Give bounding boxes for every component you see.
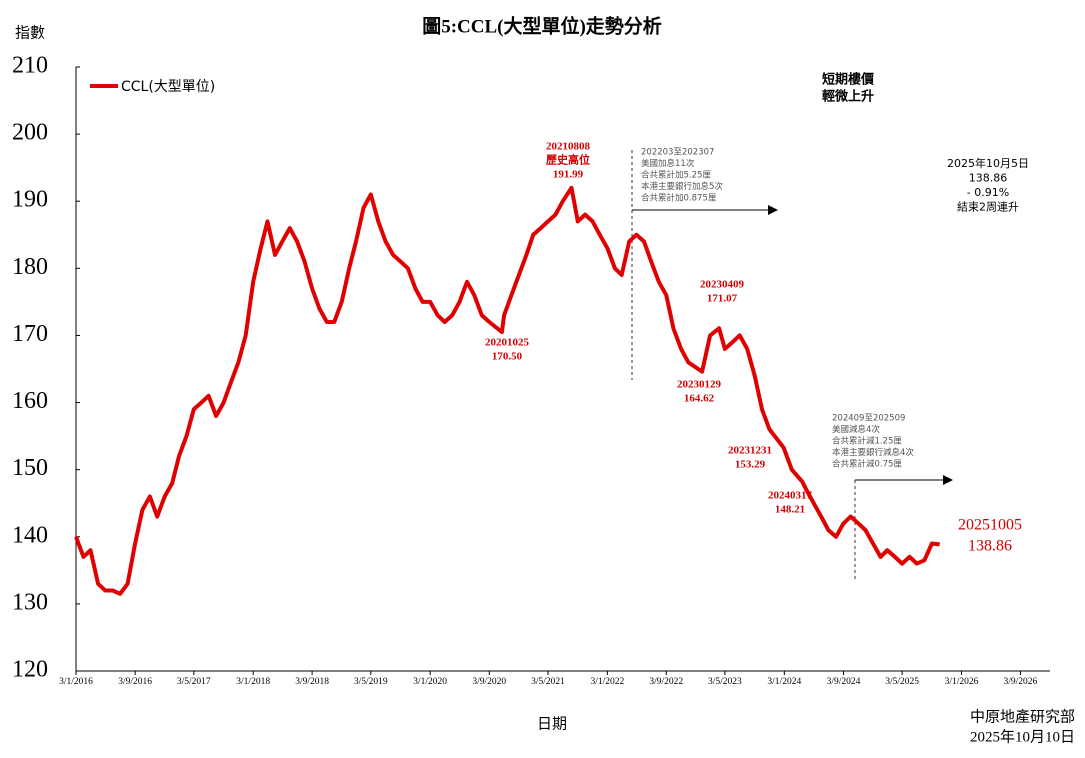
- x-tick-label: 3/9/2026: [1004, 677, 1038, 687]
- y-tick-label: 200: [12, 120, 48, 146]
- x-tick-label: 3/1/2016: [59, 677, 93, 687]
- y-tick-label: 120: [12, 657, 48, 683]
- annotation: 202409至202509: [832, 414, 905, 424]
- x-axis-label: 日期: [537, 715, 567, 733]
- annotation: - 0.91%: [967, 186, 1009, 199]
- annotation: 164.62: [684, 393, 715, 405]
- x-tick-label: 3/1/2018: [236, 677, 270, 687]
- annotation: 20201025: [485, 337, 530, 349]
- y-tick-label: 150: [12, 455, 48, 481]
- annotation: 本港主要銀行減息4次: [832, 447, 914, 458]
- x-tick-label: 3/9/2018: [295, 677, 329, 687]
- arrow-head: [943, 475, 953, 485]
- x-tick-label: 3/5/2021: [531, 677, 565, 687]
- x-tick-label: 3/1/2022: [590, 677, 624, 687]
- annotation: 合共累計減1.25厘: [832, 436, 902, 447]
- annotation: 美國加息11次: [641, 158, 695, 169]
- annotation: 20230409: [700, 279, 745, 291]
- annotation: 138.86: [969, 172, 1008, 185]
- annotation: 合共累計減0.75厘: [832, 459, 902, 470]
- annotation: 202203至202307: [641, 148, 714, 158]
- annotation: 148.21: [775, 504, 805, 516]
- annotation: 170.50: [492, 351, 523, 363]
- annotation: 短期樓價: [822, 72, 875, 88]
- annotation: 輕微上升: [822, 89, 874, 105]
- x-tick-label: 3/1/2024: [767, 677, 801, 687]
- source-date: 2025年10月10日: [970, 728, 1075, 745]
- x-tick-label: 3/9/2016: [118, 677, 152, 687]
- annotation: 20230129: [677, 379, 722, 391]
- legend-label: CCL(大型單位): [121, 79, 215, 95]
- chart-title: 圖5:CCL(大型單位)走勢分析: [422, 14, 662, 37]
- y-tick-label: 190: [12, 187, 48, 213]
- annotation: 20210808: [546, 141, 591, 153]
- annotation: 20251005: [958, 517, 1022, 534]
- series-line: [74, 185, 940, 596]
- annotation: 本港主要銀行加息5次: [641, 181, 723, 192]
- y-tick-label: 170: [12, 321, 48, 347]
- x-tick-label: 3/5/2025: [885, 677, 919, 687]
- annotation: 20240317: [768, 490, 813, 502]
- annotation: 美國減息4次: [832, 424, 880, 435]
- y-tick-label: 140: [12, 522, 48, 548]
- annotation: 153.29: [735, 459, 766, 471]
- annotation: 191.99: [553, 169, 584, 181]
- annotation: 合共累計加5.25厘: [641, 170, 711, 181]
- x-tick-label: 3/5/2019: [354, 677, 388, 687]
- annotation: 合共累計加0.875厘: [641, 193, 717, 204]
- annotation: 結束2周連升: [957, 200, 1019, 214]
- y-tick-label: 180: [12, 254, 48, 280]
- arrow-head: [768, 205, 778, 215]
- source: 中原地產研究部: [970, 708, 1075, 725]
- y-tick-label: 130: [12, 589, 48, 615]
- annotation: 歷史高位: [546, 153, 590, 167]
- x-tick-label: 3/9/2022: [649, 677, 683, 687]
- annotation: 138.86: [968, 538, 1012, 555]
- y-tick-label: 160: [12, 388, 48, 414]
- x-tick-label: 3/5/2023: [708, 677, 742, 687]
- annotation: 2025年10月5日: [947, 156, 1029, 170]
- y-axis-label: 指數: [15, 24, 45, 42]
- y-tick-label: 210: [12, 53, 48, 79]
- x-tick-label: 3/1/2020: [413, 677, 447, 687]
- annotation: 20231231: [728, 445, 772, 457]
- x-tick-label: 3/9/2024: [827, 677, 861, 687]
- x-tick-label: 3/9/2020: [472, 677, 506, 687]
- x-tick-label: 3/1/2026: [945, 677, 979, 687]
- annotation: 171.07: [707, 293, 738, 305]
- x-tick-label: 3/5/2017: [177, 677, 211, 687]
